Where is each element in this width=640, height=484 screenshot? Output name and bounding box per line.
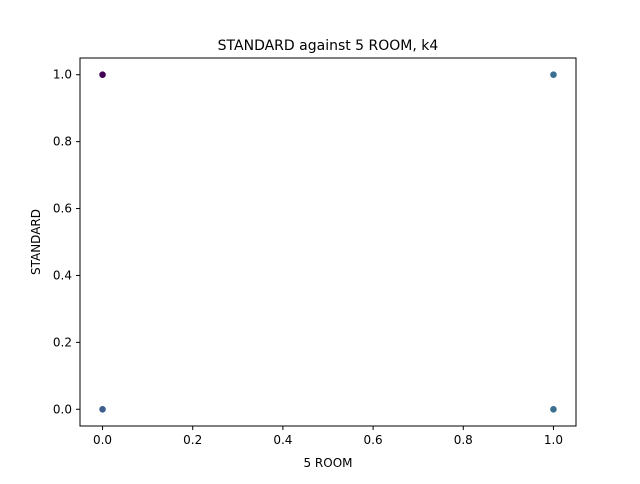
x-tick-label: 0.0: [93, 433, 112, 447]
data-point: [99, 405, 106, 413]
y-tick-label: 0.0: [53, 402, 72, 416]
x-axis-label: 5 ROOM: [303, 456, 352, 470]
data-point: [550, 405, 557, 413]
y-tick-label: 0.6: [53, 202, 72, 216]
x-tick-label: 0.8: [454, 433, 473, 447]
axes-frame: [79, 57, 577, 427]
x-tick-label: 0.4: [273, 433, 292, 447]
y-tick-label: 0.4: [53, 268, 72, 282]
x-tick-label: 0.2: [183, 433, 202, 447]
y-tick-label: 0.2: [53, 335, 72, 349]
plot-area: [99, 71, 557, 413]
x-axis: 0.0 0.2 0.4 0.6 0.8 1.0: [93, 426, 563, 447]
y-axis-label: STANDARD: [29, 209, 43, 275]
chart-title: STANDARD against 5 ROOM, k4: [218, 38, 439, 54]
y-axis: 0.0 0.2 0.4 0.6 0.8 1.0: [53, 68, 80, 416]
y-tick-label: 0.8: [53, 135, 72, 149]
data-point: [550, 71, 557, 79]
x-tick-label: 0.6: [364, 433, 383, 447]
y-tick-label: 1.0: [53, 68, 72, 82]
data-point: [99, 71, 106, 79]
x-tick-label: 1.0: [544, 433, 563, 447]
